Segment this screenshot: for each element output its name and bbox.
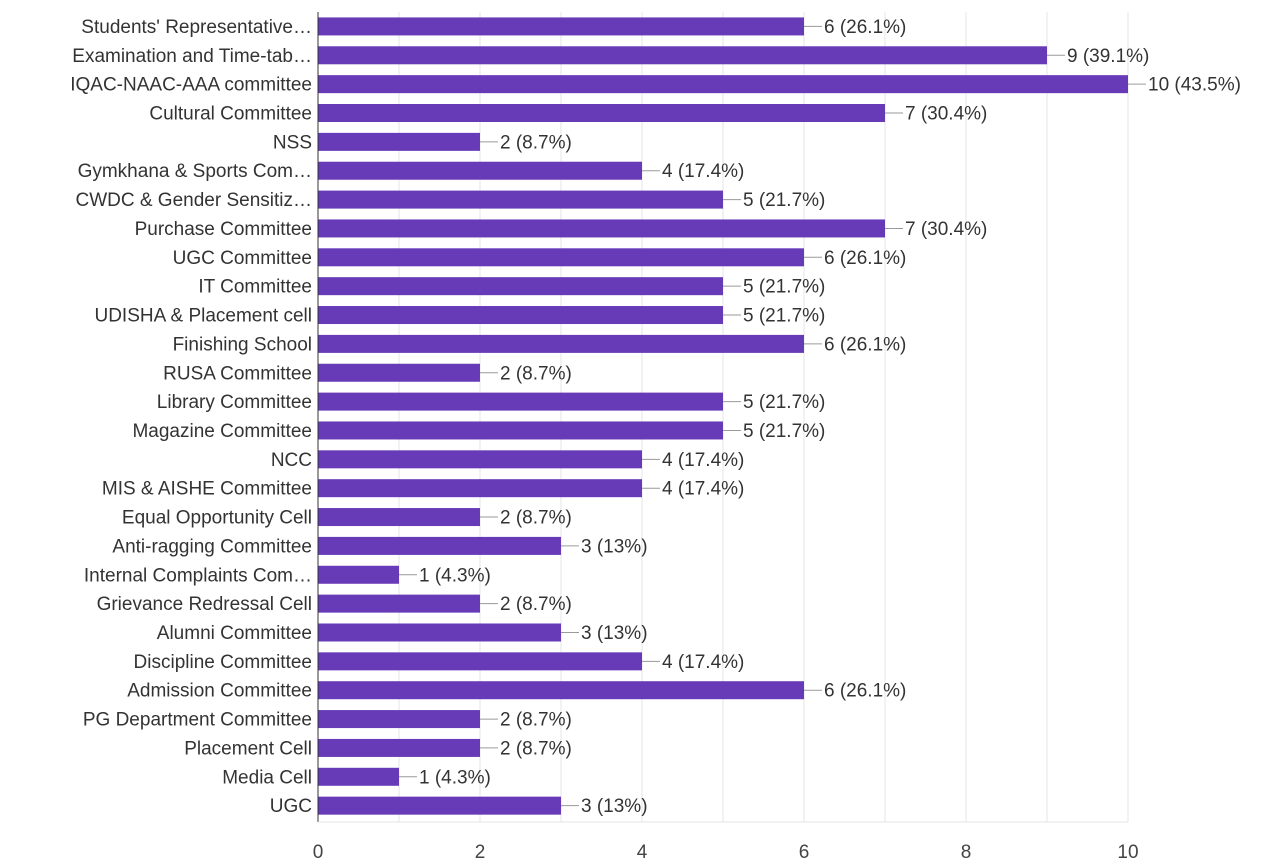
bar (318, 536, 561, 555)
category-label: Magazine Committee (132, 421, 312, 442)
category-label: Grievance Redressal Cell (97, 594, 312, 615)
category-label: UGC Committee (173, 248, 312, 269)
bar (318, 277, 723, 296)
data-label: 5 (21.7%) (743, 421, 825, 442)
data-label: 5 (21.7%) (743, 392, 825, 413)
category-label: IQAC-NAAC-AAA committee (70, 75, 312, 96)
category-label: PG Department Committee (83, 710, 312, 731)
data-label: 5 (21.7%) (743, 277, 825, 298)
data-label: 2 (8.7%) (500, 508, 572, 529)
data-label: 1 (4.3%) (419, 565, 491, 586)
category-label: Admission Committee (127, 681, 312, 702)
data-label: 3 (13%) (581, 536, 648, 557)
category-label: UDISHA & Placement cell (94, 306, 312, 327)
bar (318, 104, 885, 123)
bar (318, 248, 804, 267)
bar (318, 681, 804, 700)
data-label: 3 (13%) (581, 796, 648, 817)
x-tick-label: 8 (961, 842, 972, 860)
category-label: Anti-ragging Committee (112, 536, 312, 557)
category-label: Library Committee (157, 392, 312, 413)
data-label: 6 (26.1%) (824, 681, 906, 702)
bar (318, 306, 723, 325)
bar (318, 767, 399, 786)
category-label: UGC (270, 796, 312, 817)
category-label: Discipline Committee (134, 652, 312, 673)
bar (318, 710, 480, 729)
data-label: 3 (13%) (581, 623, 648, 644)
data-label: 9 (39.1%) (1067, 46, 1149, 67)
category-label: Students' Representative… (81, 17, 312, 38)
category-label: Cultural Committee (149, 104, 312, 125)
bar (318, 392, 723, 411)
x-tick-label: 2 (475, 842, 486, 860)
category-label: NCC (271, 450, 312, 471)
bar (318, 479, 642, 498)
category-label: CWDC & Gender Sensitiz… (75, 190, 312, 211)
data-label: 4 (17.4%) (662, 652, 744, 673)
data-label: 1 (4.3%) (419, 767, 491, 788)
category-label: Purchase Committee (135, 219, 312, 240)
bar (318, 334, 804, 353)
category-label: NSS (273, 132, 312, 153)
data-label: 2 (8.7%) (500, 132, 572, 153)
x-tick-label: 10 (1117, 842, 1138, 860)
data-label: 2 (8.7%) (500, 710, 572, 731)
category-label: MIS & AISHE Committee (102, 479, 312, 500)
bar (318, 46, 1047, 65)
data-label: 4 (17.4%) (662, 161, 744, 182)
data-label: 6 (26.1%) (824, 248, 906, 269)
category-label: Internal Complaints Com… (84, 565, 312, 586)
data-label: 7 (30.4%) (905, 104, 987, 125)
bar (318, 594, 480, 613)
bar (318, 421, 723, 440)
bar (318, 565, 399, 584)
bar (318, 161, 642, 180)
bar (318, 75, 1128, 94)
data-label: 5 (21.7%) (743, 306, 825, 327)
category-label: Placement Cell (184, 738, 312, 759)
category-label: Media Cell (222, 767, 312, 788)
bar (318, 190, 723, 209)
data-label: 2 (8.7%) (500, 594, 572, 615)
data-label: 2 (8.7%) (500, 738, 572, 759)
data-label: 7 (30.4%) (905, 219, 987, 240)
category-label: Alumni Committee (157, 623, 312, 644)
x-tick-label: 6 (799, 842, 810, 860)
category-label: IT Committee (198, 277, 312, 298)
category-label: Examination and Time-tab… (72, 46, 312, 67)
bar (318, 623, 561, 642)
bar (318, 219, 885, 238)
bar (318, 796, 561, 815)
x-tick-label: 4 (637, 842, 648, 860)
data-label: 6 (26.1%) (824, 334, 906, 355)
data-label: 10 (43.5%) (1148, 75, 1241, 96)
x-tick-label: 0 (313, 842, 324, 860)
bar (318, 450, 642, 469)
data-label: 2 (8.7%) (500, 363, 572, 384)
data-label: 6 (26.1%) (824, 17, 906, 38)
bar (318, 17, 804, 36)
category-label: Equal Opportunity Cell (122, 508, 312, 529)
category-label: Finishing School (173, 334, 312, 355)
data-label: 5 (21.7%) (743, 190, 825, 211)
category-label: Gymkhana & Sports Com… (78, 161, 312, 182)
bar (318, 508, 480, 527)
bar (318, 738, 480, 757)
data-label: 4 (17.4%) (662, 450, 744, 471)
bar (318, 363, 480, 382)
bar (318, 652, 642, 671)
bar (318, 132, 480, 151)
data-label: 4 (17.4%) (662, 479, 744, 500)
category-label: RUSA Committee (163, 363, 312, 384)
